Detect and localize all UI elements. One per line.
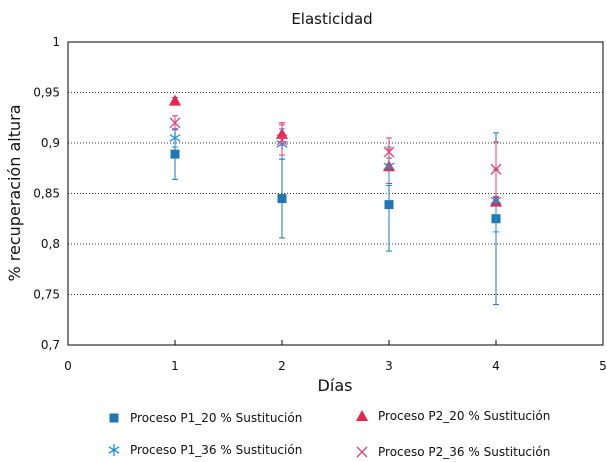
legend-label-4: Proceso P2_36 % Sustitución	[378, 445, 550, 459]
chart-title: Elasticidad	[291, 10, 372, 28]
series-4-point-3	[383, 146, 395, 158]
y-tick-label-0: 0,7	[41, 338, 60, 352]
plot-frame	[67, 41, 604, 346]
legend-label-2: Proceso P2_20 % Sustitución	[378, 409, 550, 423]
series-3	[169, 128, 502, 233]
y-tick-label-3: 0,85	[33, 187, 60, 201]
legend-marker-3	[108, 444, 120, 456]
series-1-point-1	[170, 149, 180, 159]
y-axis-ticks: 0,7 0,75 0,8 0,85 0,9 0,95 1	[33, 35, 60, 352]
series-1-point-2	[277, 194, 287, 204]
series-4-point-2	[276, 134, 288, 146]
legend-item-3: Proceso P1_36 % Sustitución	[108, 443, 302, 457]
y-tick-label-4: 0,9	[41, 136, 60, 150]
series-4-point-4	[490, 163, 502, 175]
series-1	[170, 128, 501, 306]
x-tick-label-5: 5	[599, 359, 607, 373]
y-axis-label: % recuperación altura	[5, 105, 24, 282]
series-layer	[169, 94, 502, 306]
x-axis-label: Días	[318, 376, 353, 395]
legend: Proceso P1_20 % Sustitución Proceso P2_20…	[108, 409, 550, 459]
x-tick-label-0: 0	[64, 359, 72, 373]
legend-item-2: Proceso P2_20 % Sustitución	[356, 409, 550, 423]
y-tick-label-5: 0,95	[33, 86, 60, 100]
y-tick-label-2: 0,8	[41, 237, 60, 251]
x-axis-ticks: 0 1 2 3 4 5	[64, 340, 607, 373]
y-tick-label-6: 1	[52, 35, 60, 49]
legend-marker-2	[356, 410, 368, 421]
legend-marker-4	[356, 446, 368, 458]
grid	[68, 92, 603, 295]
series-2-point-1	[169, 94, 181, 106]
x-tick-label-2: 2	[278, 359, 286, 373]
series-1-point-3	[384, 200, 394, 210]
legend-item-4: Proceso P2_36 % Sustitución	[356, 445, 550, 459]
series-2	[169, 94, 502, 207]
legend-item-1: Proceso P1_20 % Sustitución	[109, 411, 302, 425]
x-tick-label-3: 3	[385, 359, 393, 373]
series-3-point-1	[169, 131, 181, 144]
legend-label-3: Proceso P1_36 % Sustitución	[130, 443, 302, 457]
legend-marker-1	[109, 413, 119, 423]
x-tick-label-1: 1	[171, 359, 179, 373]
series-4-point-1	[169, 117, 181, 129]
series-4	[169, 115, 502, 198]
y-tick-label-1: 0,75	[33, 288, 60, 302]
x-tick-label-4: 4	[492, 359, 500, 373]
legend-label-1: Proceso P1_20 % Sustitución	[130, 411, 302, 425]
